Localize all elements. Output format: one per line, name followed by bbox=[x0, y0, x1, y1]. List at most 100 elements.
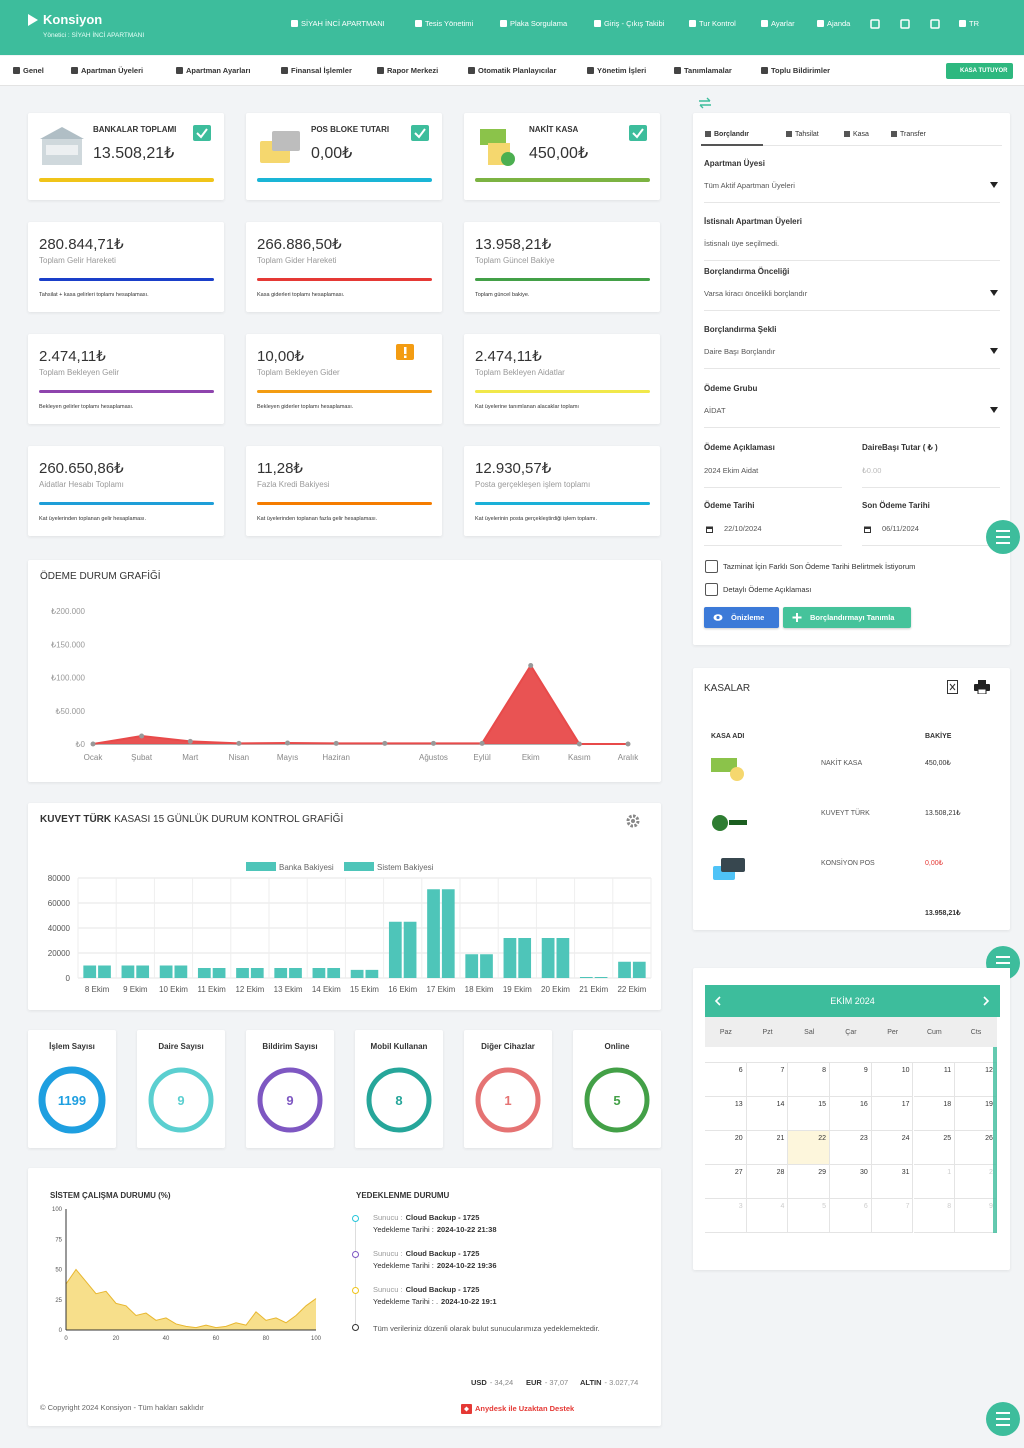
tab[interactable]: Borçlandır bbox=[714, 131, 750, 138]
select[interactable]: Varsa kiracı öncelikli borçlandır bbox=[704, 285, 1000, 311]
calendar-day[interactable]: 20 bbox=[705, 1131, 747, 1165]
counter-card: Online 5 bbox=[573, 1030, 661, 1148]
sub-nav-item[interactable]: Tanımlamalar bbox=[684, 66, 732, 75]
icon-part bbox=[959, 20, 966, 27]
calendar-day[interactable]: 27 bbox=[705, 1165, 747, 1199]
nav-item[interactable]: Plaka Sorgulama bbox=[510, 19, 568, 28]
input[interactable]: 22/10/2024 bbox=[704, 520, 842, 546]
nav-item[interactable]: Tesis Yönetimi bbox=[425, 19, 474, 28]
calendar-day[interactable]: 12 bbox=[955, 1063, 997, 1097]
sub-nav-item[interactable]: Rapor Merkezi bbox=[387, 66, 439, 75]
calendar-day[interactable]: 23 bbox=[830, 1131, 872, 1165]
calendar-day[interactable]: 13 bbox=[705, 1097, 747, 1131]
button[interactable]: Borçlandırmayı Tanımla bbox=[783, 607, 911, 628]
calendar-day[interactable]: 15 bbox=[788, 1097, 831, 1131]
x-tick-label: 19 Ekim bbox=[503, 985, 532, 994]
next-button[interactable] bbox=[982, 996, 990, 1006]
calendar-day[interactable]: 9 bbox=[955, 1199, 997, 1233]
select[interactable]: Tüm Aktif Apartman Üyeleri bbox=[704, 177, 1000, 203]
copyright: © Copyright 2024 Konsiyon - Tüm hakları … bbox=[40, 1403, 204, 1412]
icon-part bbox=[983, 996, 990, 1006]
icon-part bbox=[468, 67, 475, 74]
bar bbox=[441, 889, 455, 978]
input[interactable]: ₺0.00 bbox=[862, 462, 1000, 488]
calendar-day[interactable]: 30 bbox=[830, 1165, 872, 1199]
calendar-day[interactable]: 1 bbox=[913, 1165, 956, 1199]
calendar-day[interactable]: 24 bbox=[871, 1131, 914, 1165]
status-button[interactable]: KASA TUTUYOR bbox=[946, 63, 1013, 79]
calendar-day[interactable]: 14 bbox=[746, 1097, 789, 1131]
calendar-day[interactable]: 5 bbox=[788, 1199, 831, 1233]
calendar-day[interactable]: 19 bbox=[955, 1097, 997, 1131]
checkbox[interactable] bbox=[705, 560, 718, 573]
calendar-day[interactable]: 29 bbox=[788, 1165, 831, 1199]
calendar-day[interactable]: 7 bbox=[871, 1199, 914, 1233]
calendar-day[interactable]: 16 bbox=[830, 1097, 872, 1131]
calendar-day[interactable]: 4 bbox=[746, 1199, 789, 1233]
sub-nav-item[interactable]: Apartman Ayarları bbox=[186, 66, 251, 75]
summary-value: 10,00₺ bbox=[257, 348, 305, 365]
calendar-day[interactable]: 9 bbox=[830, 1063, 872, 1097]
calendar-day[interactable]: 2 bbox=[955, 1165, 997, 1199]
select[interactable]: AİDAT bbox=[704, 402, 1000, 428]
nav-item[interactable]: TR bbox=[969, 19, 979, 28]
bar bbox=[480, 954, 493, 978]
calendar-day[interactable]: 6 bbox=[705, 1063, 747, 1097]
calendar-day[interactable]: 25 bbox=[913, 1131, 956, 1165]
tab[interactable]: Transfer bbox=[900, 131, 926, 138]
icon-part bbox=[729, 820, 747, 825]
backup-server: Sunucu : Cloud Backup - 1725 bbox=[373, 1214, 479, 1222]
calendar-day[interactable]: 17 bbox=[871, 1097, 914, 1131]
chart-title: SİSTEM ÇALIŞMA DURUMU (%) bbox=[50, 1191, 171, 1200]
bar bbox=[289, 968, 302, 978]
nav-icon bbox=[959, 20, 966, 27]
nav-item[interactable]: Ajanda bbox=[827, 19, 851, 28]
support-link[interactable]: Anydesk ile Uzaktan Destek bbox=[475, 1404, 575, 1413]
summary-bar bbox=[257, 502, 432, 505]
day-number: 9 bbox=[988, 1203, 993, 1210]
input[interactable]: 06/11/2024 bbox=[862, 520, 1000, 546]
y-tick-label: 0 bbox=[66, 974, 71, 983]
sub-nav-item[interactable]: Finansal İşlemler bbox=[291, 66, 352, 75]
summary-value: 11,28₺ bbox=[257, 460, 303, 477]
calendar-day[interactable]: 8 bbox=[913, 1199, 956, 1233]
field-label: İstisnalı Apartman Üyeleri bbox=[704, 217, 802, 226]
tab[interactable]: Tahsilat bbox=[795, 131, 819, 138]
sub-nav-item[interactable]: Toplu Bildirimler bbox=[771, 66, 831, 75]
nav-item[interactable]: SİYAH İNCİ APARTMANI bbox=[301, 19, 385, 28]
checkbox[interactable] bbox=[705, 583, 718, 596]
calendar-scrollbar bbox=[993, 1047, 997, 1233]
counter-ring bbox=[257, 1067, 323, 1133]
summary-label: Posta gerçekleşen işlem toplamı bbox=[475, 480, 591, 489]
button[interactable]: Önizleme bbox=[704, 607, 779, 628]
legend-swatch bbox=[246, 862, 276, 871]
icon-part bbox=[705, 131, 711, 137]
sub-nav-item[interactable]: Otomatik Planlayıcılar bbox=[478, 66, 557, 75]
sub-nav-item[interactable]: Yönetim İşleri bbox=[597, 66, 647, 75]
stat-icon bbox=[260, 131, 300, 163]
sub-nav-item[interactable]: Apartman Üyeleri bbox=[81, 66, 144, 75]
calendar-day[interactable]: 31 bbox=[871, 1165, 914, 1199]
calendar-day[interactable]: 21 bbox=[746, 1131, 789, 1165]
calendar-day[interactable]: 10 bbox=[871, 1063, 914, 1097]
calendar-day[interactable]: 7 bbox=[746, 1063, 789, 1097]
sub-nav-item[interactable]: Genel bbox=[23, 66, 44, 75]
nav-item[interactable]: Giriş - Çıkış Takibi bbox=[604, 19, 665, 28]
select[interactable]: Daire Başı Borçlandır bbox=[704, 343, 1000, 369]
calendar-day[interactable]: 18 bbox=[913, 1097, 956, 1131]
cash-box-name: NAKİT KASA bbox=[821, 760, 863, 767]
calendar-day[interactable]: 26 bbox=[955, 1131, 997, 1165]
nav-item[interactable]: Tur Kontrol bbox=[699, 19, 736, 28]
calendar-day[interactable]: 28 bbox=[746, 1165, 789, 1199]
calendar-day[interactable]: 8 bbox=[788, 1063, 831, 1097]
nav-item[interactable]: Ayarlar bbox=[771, 19, 795, 28]
tab-icon bbox=[705, 131, 711, 137]
point bbox=[139, 733, 145, 739]
calendar-day[interactable]: 11 bbox=[913, 1063, 956, 1097]
calendar-day[interactable]: 3 bbox=[705, 1199, 747, 1233]
tab[interactable]: Kasa bbox=[853, 131, 869, 138]
calendar-day[interactable]: 22 bbox=[788, 1131, 831, 1165]
input[interactable]: 2024 Ekim Aidat bbox=[704, 462, 842, 488]
calendar-day[interactable]: 6 bbox=[830, 1199, 872, 1233]
prev-button[interactable] bbox=[714, 996, 722, 1006]
